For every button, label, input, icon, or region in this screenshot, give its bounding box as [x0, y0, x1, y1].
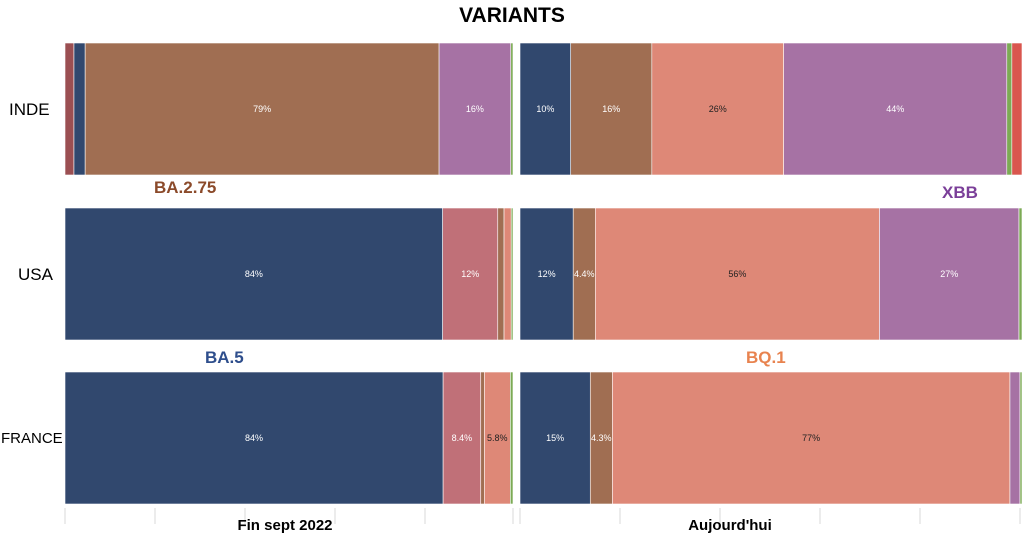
data-label-1-1-0: 12%	[538, 269, 556, 279]
variant-label-ba5: BA.5	[205, 348, 244, 367]
chart-title: VARIANTS	[459, 4, 565, 27]
data-label-0-0-2: 79%	[253, 104, 271, 114]
bar-segment-0-2-0	[64, 371, 444, 505]
bar-segment-1-1-4	[1018, 207, 1023, 341]
bar-segment-0-1-4	[510, 207, 514, 341]
bar-segment-1-1-0	[519, 207, 574, 341]
bar-segment-1-0-5	[1011, 42, 1023, 176]
data-label-0-1-1: 12%	[461, 269, 479, 279]
bar-segment-0-1-3	[503, 207, 512, 341]
data-label-0-2-3: 5.8%	[487, 433, 508, 443]
bar-segment-0-2-3	[484, 371, 511, 505]
data-label-1-2-2: 77%	[802, 433, 820, 443]
data-label-1-0-1: 16%	[602, 104, 620, 114]
bar-segment-1-2-3	[1009, 371, 1021, 505]
data-label-1-0-3: 44%	[886, 104, 904, 114]
bar-segment-0-0-0	[64, 42, 75, 176]
bar-segment-0-0-1	[73, 42, 86, 176]
bar-segment-1-1-2	[594, 207, 880, 341]
data-label-0-2-1: 8.4%	[452, 433, 473, 443]
data-label-1-0-2: 26%	[709, 104, 727, 114]
bar-segment-1-0-3	[783, 42, 1008, 176]
data-label-0-2-0: 84%	[245, 433, 263, 443]
variant-label-xbb: XBB	[942, 183, 978, 202]
bar-segment-0-0-2	[84, 42, 440, 176]
bar-segment-0-1-2	[497, 207, 505, 341]
data-label-0-1-0: 84%	[245, 269, 263, 279]
bar-segment-1-0-0	[519, 42, 572, 176]
data-label-1-1-2: 56%	[728, 269, 746, 279]
bar-segment-1-1-3	[879, 207, 1020, 341]
bar-segment-0-1-1	[442, 207, 499, 341]
bar-segment-1-0-2	[651, 42, 784, 176]
bar-segment-0-0-3	[438, 42, 512, 176]
bar-segment-1-0-1	[570, 42, 653, 176]
bar-segment-1-2-2	[612, 371, 1011, 505]
column-label-fin-sept: Fin sept 2022	[237, 517, 333, 534]
variant-label-ba275: BA.2.75	[154, 178, 217, 197]
bar-segment-1-0-4	[1006, 42, 1013, 176]
data-label-1-1-1: 4.4%	[574, 269, 595, 279]
row-label-inde: INDE	[9, 100, 50, 119]
bar-segment-0-2-2	[480, 371, 485, 505]
data-label-1-0-0: 10%	[536, 104, 554, 114]
bar-segment-1-2-4	[1019, 371, 1023, 505]
data-label-0-0-3: 16%	[466, 104, 484, 114]
bar-segment-0-0-4	[510, 42, 514, 176]
bar-segment-0-2-4	[510, 371, 514, 505]
bar-segment-1-2-0	[519, 371, 591, 505]
data-label-1-2-0: 15%	[546, 433, 564, 443]
row-label-france: FRANCE	[1, 430, 63, 447]
row-label-usa: USA	[18, 265, 53, 284]
bar-segment-0-1-0	[64, 207, 443, 341]
data-label-1-1-3: 27%	[940, 269, 958, 279]
column-label-aujourdhui: Aujourd'hui	[688, 517, 772, 534]
variant-label-bq1: BQ.1	[746, 348, 786, 367]
data-label-1-2-1: 4.3%	[591, 433, 612, 443]
